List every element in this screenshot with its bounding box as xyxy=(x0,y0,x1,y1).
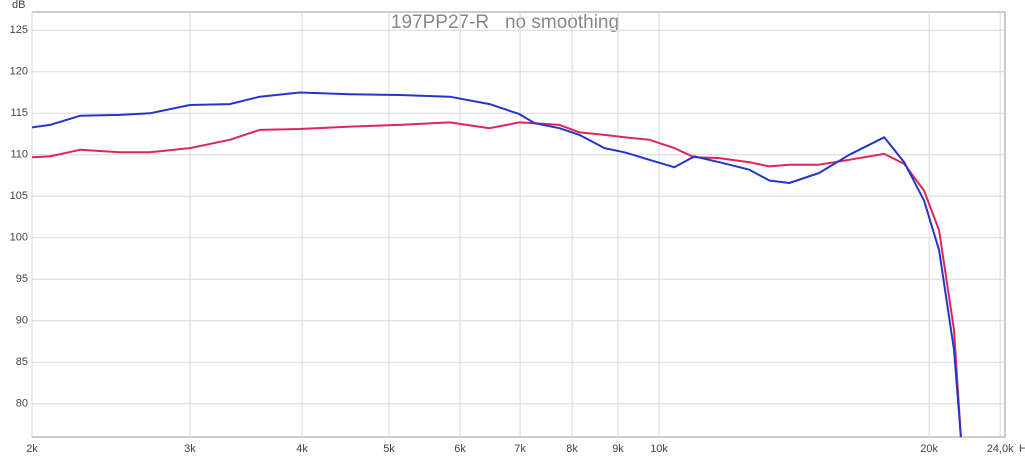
plot-frame xyxy=(31,11,1006,438)
x-tick-label: 5k xyxy=(383,443,395,455)
x-tick-label: 6k xyxy=(454,443,466,455)
x-tick-label: 20k xyxy=(920,443,938,455)
x-tick-label: 8k xyxy=(566,443,578,455)
x-tick-label: 4k xyxy=(296,443,308,455)
y-tick-label: 90 xyxy=(16,315,28,327)
y-tick-label: 125 xyxy=(10,24,28,36)
y-tick-label: 85 xyxy=(16,356,28,368)
x-axis-label: Hz xyxy=(1019,443,1025,455)
x-tick-label: 10k xyxy=(650,443,668,455)
x-tick-label: 2k xyxy=(26,443,38,455)
y-tick-label: 105 xyxy=(10,190,28,202)
y-axis-label: dB xyxy=(12,0,25,11)
chart-title: 197PP27-R no smoothing xyxy=(391,12,619,33)
series-line xyxy=(32,91,962,437)
series-line xyxy=(32,121,962,437)
x-tick-label: 24,0k xyxy=(987,443,1014,455)
y-tick-label: 80 xyxy=(16,398,28,410)
y-tick-label: 120 xyxy=(10,66,28,78)
y-tick-label: 100 xyxy=(10,232,28,244)
x-tick-label: 3k xyxy=(184,443,196,455)
x-tick-label: 9k xyxy=(612,443,624,455)
y-tick-label: 95 xyxy=(16,273,28,285)
x-tick-label: 7k xyxy=(514,443,526,455)
y-tick-label: 115 xyxy=(10,107,28,119)
y-tick-label: 110 xyxy=(10,149,28,161)
